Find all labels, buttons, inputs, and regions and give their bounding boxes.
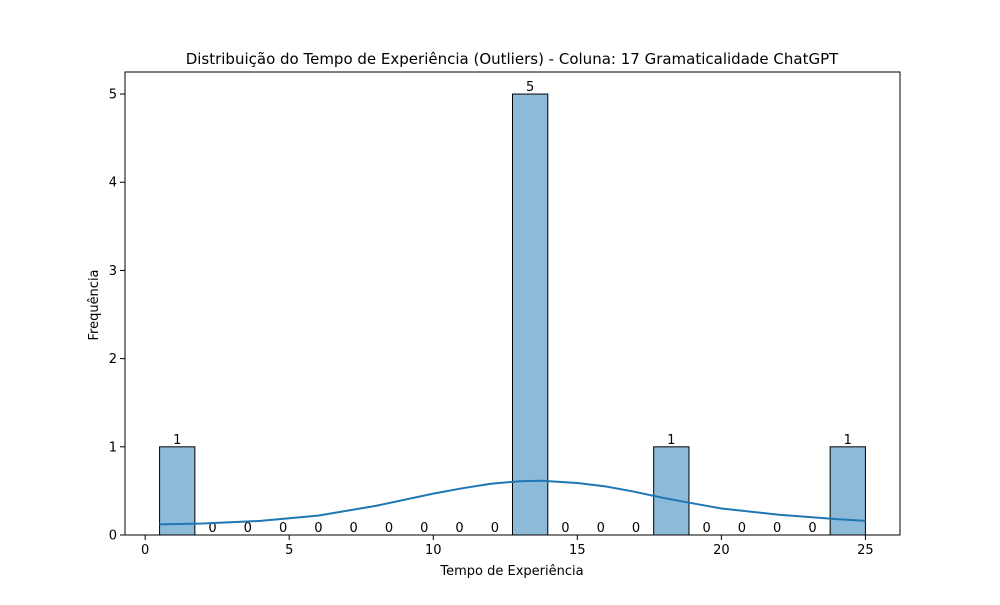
y-axis-ticks: 0 1 2 3 4 5	[109, 88, 125, 544]
bar-data-label: 0	[279, 521, 287, 536]
bar-data-label: 0	[808, 521, 816, 536]
bar-data-label: 1	[173, 433, 181, 448]
x-tick-label: 5	[285, 543, 293, 558]
bar-data-label: 0	[208, 521, 216, 536]
histogram-bar	[829, 446, 866, 536]
histogram-bar	[159, 446, 196, 536]
histogram-bar	[512, 93, 549, 536]
bar-data-label: 1	[844, 433, 852, 448]
histogram-bar	[653, 446, 690, 536]
bar-data-label: 0	[632, 521, 640, 536]
x-tick-label: 10	[425, 543, 442, 558]
y-tick-label: 0	[109, 529, 117, 544]
y-axis-label: Frequência	[87, 269, 102, 340]
bar-data-label: 0	[244, 521, 252, 536]
y-tick-label: 2	[109, 352, 117, 367]
bar-data-label: 0	[738, 521, 746, 536]
y-tick-label: 1	[109, 440, 117, 455]
bar-data-label: 0	[773, 521, 781, 536]
y-tick-label: 4	[109, 176, 117, 191]
bar-data-label: 0	[420, 521, 428, 536]
bars-layer	[159, 93, 866, 536]
bar-data-label: 5	[526, 80, 534, 95]
chart-title: Distribuição do Tempo de Experiência (Ou…	[186, 50, 839, 68]
x-tick-label: 0	[141, 543, 149, 558]
x-tick-label: 20	[713, 543, 730, 558]
bar-data-label: 0	[597, 521, 605, 536]
bar-data-label: 1	[667, 433, 675, 448]
y-tick-label: 5	[109, 88, 117, 103]
bar-data-label: 0	[314, 521, 322, 536]
plot-frame	[124, 71, 901, 536]
kde-curve	[159, 479, 866, 526]
bar-data-label: 0	[385, 521, 393, 536]
bar-data-label: 0	[455, 521, 463, 536]
bar-data-label: 0	[561, 521, 569, 536]
y-tick-label: 3	[109, 264, 117, 279]
x-axis-ticks: 0 5 10 15 20 25	[141, 535, 874, 558]
bar-data-label: 0	[491, 521, 499, 536]
x-tick-label: 15	[569, 543, 586, 558]
x-tick-label: 25	[857, 543, 874, 558]
data-labels-layer: 1 0 0 0 0 0 0 0 0 0 5 0 0 0 1 0 0 0 0 1	[173, 80, 852, 536]
bar-data-label: 0	[702, 521, 710, 536]
bar-data-label: 0	[350, 521, 358, 536]
x-axis-label: Tempo de Experiência	[439, 564, 583, 579]
